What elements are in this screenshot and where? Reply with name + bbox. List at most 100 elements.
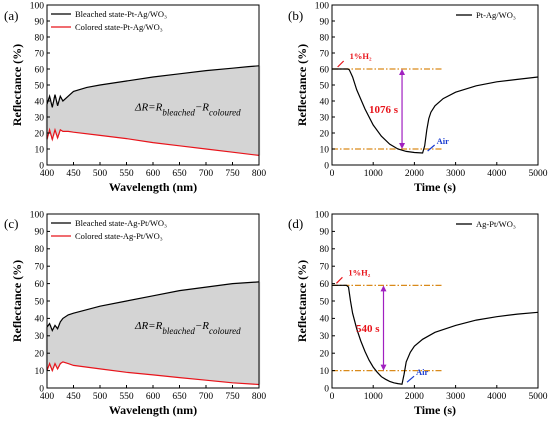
panel-d-gas-label: 1%H₂ — [348, 267, 370, 277]
panel-c-legend-entry: Colored state-Ag-Pt/WO₃ — [75, 231, 163, 241]
panel-b-x-tick-label: 1000 — [364, 169, 383, 179]
panel-d-duration-label: 540 s — [356, 323, 380, 335]
panel-a-x-tick-label: 750 — [225, 169, 240, 179]
panel-b-duration-label: 1076 s — [369, 104, 399, 116]
panel-a-y-tick-label: 70 — [35, 49, 45, 59]
panel-c-y-tick-label: 30 — [35, 332, 45, 342]
panel-d-y-tick-label: 10 — [320, 367, 330, 377]
panel-a-x-tick-label: 700 — [199, 169, 214, 179]
panel-c-label: (c) — [4, 216, 18, 231]
panel-d-x-axis-label: Time (s) — [414, 403, 456, 417]
panel-c-y-tick-label: 100 — [30, 210, 45, 220]
panel-c-x-tick-label: 750 — [225, 392, 240, 402]
panel-a-x-tick-label: 500 — [93, 169, 108, 179]
panel-d-y-axis-label: Reflectance (%) — [295, 260, 309, 342]
panel-d-y-tick-label: 80 — [320, 245, 330, 255]
panel-a-x-tick-label: 400 — [40, 169, 55, 179]
panel-b-y-tick-label: 80 — [320, 33, 330, 43]
panel-b-arrow-head-down — [399, 143, 406, 149]
panel-c-y-tick-label: 70 — [35, 263, 45, 273]
panel-b-x-axis-label: Time (s) — [414, 180, 456, 194]
panel-a-delta-r-formula: ΔR=Rbleached−Rcoloured — [134, 102, 241, 118]
panel-c-y-tick-label: 90 — [35, 228, 45, 238]
panel-b-air-label: Air — [437, 136, 450, 146]
panel-a-y-tick-label: 20 — [35, 129, 45, 139]
panel-b-y-tick-label: 0 — [324, 161, 329, 171]
panel-d-gas-arrow — [335, 276, 343, 284]
panel-d-y-tick-label: 50 — [320, 297, 330, 307]
panel-d-x-tick-label: 2000 — [405, 392, 424, 402]
panel-c-y-tick-label: 0 — [39, 384, 44, 394]
panel-c-y-tick-label: 40 — [35, 315, 45, 325]
panel-c-x-tick-label: 550 — [119, 392, 134, 402]
panel-a-y-tick-label: 10 — [35, 145, 45, 155]
panel-d-x-tick-label: 3000 — [446, 392, 465, 402]
panel-b-y-tick-label: 10 — [320, 145, 330, 155]
panel-b-gas-label: 1%H₂ — [350, 51, 372, 61]
panel-b-y-tick-label: 100 — [315, 1, 330, 11]
panel-a-series-2-line — [46, 127, 260, 156]
panel-d-y-tick-label: 0 — [324, 384, 329, 394]
panel-b-x-tick-label: 2000 — [405, 169, 424, 179]
panel-c-y-tick-label: 20 — [35, 350, 45, 360]
panel-a-y-tick-label: 0 — [39, 161, 44, 171]
panel-a-legend-entry: Bleached state-Pt-Ag/WO₃ — [75, 9, 167, 19]
panel-c-x-tick-label: 450 — [66, 392, 81, 402]
panel-b-y-tick-label: 60 — [320, 65, 330, 75]
panel-b-y-tick-label: 20 — [320, 129, 330, 139]
panel-b-series-1-line — [332, 68, 539, 154]
panel-c-y-tick-label: 80 — [35, 245, 45, 255]
panel-a-x-tick-label: 800 — [252, 169, 267, 179]
panel-c-series-1-line — [46, 281, 260, 333]
panel-c-x-tick-label: 700 — [199, 392, 214, 402]
panel-b-plot-frame — [331, 4, 539, 166]
panel-c-x-tick-label: 400 — [40, 392, 55, 402]
panel-a-y-tick-label: 90 — [35, 17, 45, 27]
panel-c-y-tick-label: 60 — [35, 280, 45, 290]
panel-d-x-tick-label: 5000 — [529, 392, 548, 402]
panel-c-legend-entry: Bleached state-Ag-Pt/WO₃ — [75, 218, 167, 228]
panel-b-arrow-head-up — [399, 69, 406, 75]
panel-d-arrow-head-up — [380, 285, 387, 292]
panel-d-y-tick-label: 100 — [315, 210, 330, 220]
panel-d-legend-entry: Ag-Pt/WO₃ — [476, 219, 516, 229]
panel-d-x-tick-label: 1000 — [364, 392, 383, 402]
panel-b-air-arrow — [427, 144, 436, 152]
panel-d-label: (d) — [288, 216, 303, 231]
panel-a-y-tick-label: 60 — [35, 65, 45, 75]
panel-d-arrow-head-down — [380, 364, 387, 371]
panel-d-x-tick-label: 4000 — [487, 392, 506, 402]
panel-d-air-arrow — [406, 375, 415, 383]
panel-a-series-1-line — [46, 65, 260, 108]
panel-d-y-tick-label: 30 — [320, 332, 330, 342]
panel-b-legend-entry: Pt-Ag/WO₃ — [476, 10, 516, 20]
panel-a-y-tick-label: 40 — [35, 97, 45, 107]
panel-d-x-tick-label: 0 — [330, 392, 335, 402]
panel-d-air-label: Air — [416, 367, 429, 377]
panel-d-y-tick-label: 90 — [320, 228, 330, 238]
panel-c-y-tick-label: 50 — [35, 297, 45, 307]
panel-b-label: (b) — [288, 8, 303, 23]
panel-b-gas-arrow — [337, 60, 345, 68]
panel-a-x-tick-label: 550 — [119, 169, 134, 179]
panel-b-x-tick-label: 3000 — [446, 169, 465, 179]
panel-a-x-tick-label: 450 — [66, 169, 81, 179]
panel-b-y-tick-label: 90 — [320, 17, 330, 27]
panel-d-y-tick-label: 70 — [320, 263, 330, 273]
panel-b-x-tick-label: 5000 — [529, 169, 548, 179]
panel-d-y-tick-label: 60 — [320, 280, 330, 290]
panel-d-y-tick-label: 20 — [320, 350, 330, 360]
panel-c-x-tick-label: 800 — [252, 392, 267, 402]
panel-d-series-1-line — [332, 284, 539, 385]
panel-c-delta-r-formula: ΔR=Rbleached−Rcoloured — [134, 320, 241, 336]
panel-c-x-axis-label: Wavelength (nm) — [109, 403, 197, 417]
panel-a-y-tick-label: 80 — [35, 33, 45, 43]
panel-b-y-axis-label: Reflectance (%) — [295, 44, 309, 126]
panel-a-y-tick-label: 100 — [30, 1, 45, 11]
panel-a-x-axis-label: Wavelength (nm) — [109, 180, 197, 194]
panel-d-y-tick-label: 40 — [320, 315, 330, 325]
panel-c-x-tick-label: 600 — [146, 392, 161, 402]
panel-c-x-tick-label: 650 — [172, 392, 187, 402]
panel-c-y-axis-label: Reflectance (%) — [10, 260, 24, 342]
